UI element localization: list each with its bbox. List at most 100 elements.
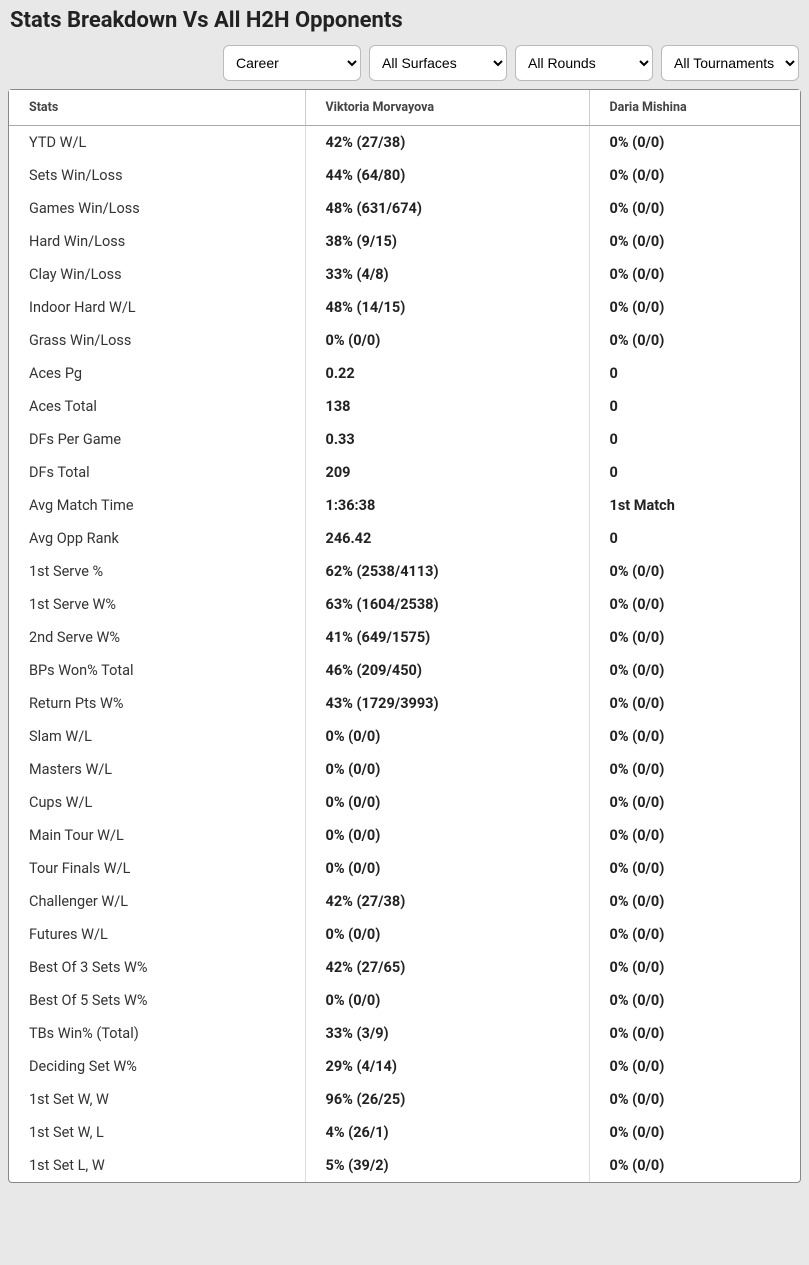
stat-label: DFs Per Game xyxy=(9,423,305,456)
table-row: 1st Set W, W96% (26/25)0% (0/0) xyxy=(9,1083,800,1116)
table-row: Avg Opp Rank246.420 xyxy=(9,522,800,555)
stat-label: Tour Finals W/L xyxy=(9,852,305,885)
player2-value: 0 xyxy=(589,522,800,555)
player2-value: 0% (0/0) xyxy=(589,159,800,192)
player1-value: 46% (209/450) xyxy=(305,654,589,687)
stat-label: Futures W/L xyxy=(9,918,305,951)
player1-value: 44% (64/80) xyxy=(305,159,589,192)
table-row: Futures W/L0% (0/0)0% (0/0) xyxy=(9,918,800,951)
table-row: Avg Match Time1:36:381st Match xyxy=(9,489,800,522)
player1-value: 0% (0/0) xyxy=(305,753,589,786)
player2-value: 0% (0/0) xyxy=(589,918,800,951)
player1-value: 0% (0/0) xyxy=(305,918,589,951)
table-row: Best Of 3 Sets W%42% (27/65)0% (0/0) xyxy=(9,951,800,984)
table-row: Clay Win/Loss33% (4/8)0% (0/0) xyxy=(9,258,800,291)
player1-value: 96% (26/25) xyxy=(305,1083,589,1116)
player1-value: 41% (649/1575) xyxy=(305,621,589,654)
player2-value: 0% (0/0) xyxy=(589,687,800,720)
stat-label: Challenger W/L xyxy=(9,885,305,918)
filter-surfaces[interactable]: All Surfaces xyxy=(369,45,507,81)
player2-value: 0% (0/0) xyxy=(589,720,800,753)
player1-value: 0% (0/0) xyxy=(305,786,589,819)
table-row: Slam W/L0% (0/0)0% (0/0) xyxy=(9,720,800,753)
filter-career[interactable]: Career xyxy=(223,45,361,81)
table-row: DFs Total2090 xyxy=(9,456,800,489)
stat-label: Cups W/L xyxy=(9,786,305,819)
stat-label: 1st Set L, W xyxy=(9,1149,305,1182)
filter-tournaments[interactable]: All Tournaments xyxy=(661,45,799,81)
player2-value: 0 xyxy=(589,390,800,423)
col-header-stats: Stats xyxy=(9,90,305,126)
stats-table: Stats Viktoria Morvayova Daria Mishina Y… xyxy=(9,90,800,1182)
filter-rounds[interactable]: All Rounds xyxy=(515,45,653,81)
player2-value: 0% (0/0) xyxy=(589,192,800,225)
stat-label: 1st Set W, W xyxy=(9,1083,305,1116)
table-row: Hard Win/Loss38% (9/15)0% (0/0) xyxy=(9,225,800,258)
player2-value: 0% (0/0) xyxy=(589,258,800,291)
player2-value: 0% (0/0) xyxy=(589,555,800,588)
player1-value: 0.33 xyxy=(305,423,589,456)
table-row: Grass Win/Loss0% (0/0)0% (0/0) xyxy=(9,324,800,357)
table-row: Tour Finals W/L0% (0/0)0% (0/0) xyxy=(9,852,800,885)
table-row: Aces Pg0.220 xyxy=(9,357,800,390)
player1-value: 43% (1729/3993) xyxy=(305,687,589,720)
stat-label: DFs Total xyxy=(9,456,305,489)
stat-label: Best Of 5 Sets W% xyxy=(9,984,305,1017)
page-title: Stats Breakdown Vs All H2H Opponents xyxy=(8,8,801,33)
stat-label: Hard Win/Loss xyxy=(9,225,305,258)
player2-value: 0% (0/0) xyxy=(589,1017,800,1050)
player1-value: 48% (14/15) xyxy=(305,291,589,324)
stat-label: Best Of 3 Sets W% xyxy=(9,951,305,984)
player2-value: 0 xyxy=(589,456,800,489)
player1-value: 0% (0/0) xyxy=(305,324,589,357)
table-row: Games Win/Loss48% (631/674)0% (0/0) xyxy=(9,192,800,225)
stat-label: Aces Pg xyxy=(9,357,305,390)
player2-value: 0% (0/0) xyxy=(589,654,800,687)
table-row: 2nd Serve W%41% (649/1575)0% (0/0) xyxy=(9,621,800,654)
col-header-player2: Daria Mishina xyxy=(589,90,800,126)
stat-label: Return Pts W% xyxy=(9,687,305,720)
col-header-player1: Viktoria Morvayova xyxy=(305,90,589,126)
stat-label: 2nd Serve W% xyxy=(9,621,305,654)
player2-value: 1st Match xyxy=(589,489,800,522)
player1-value: 38% (9/15) xyxy=(305,225,589,258)
stats-table-wrap: Stats Viktoria Morvayova Daria Mishina Y… xyxy=(8,89,801,1183)
stat-label: 1st Serve W% xyxy=(9,588,305,621)
table-row: Main Tour W/L0% (0/0)0% (0/0) xyxy=(9,819,800,852)
table-row: DFs Per Game0.330 xyxy=(9,423,800,456)
stat-label: Masters W/L xyxy=(9,753,305,786)
player1-value: 33% (3/9) xyxy=(305,1017,589,1050)
player1-value: 138 xyxy=(305,390,589,423)
player2-value: 0% (0/0) xyxy=(589,225,800,258)
table-row: Return Pts W%43% (1729/3993)0% (0/0) xyxy=(9,687,800,720)
player2-value: 0% (0/0) xyxy=(589,126,800,160)
stat-label: Clay Win/Loss xyxy=(9,258,305,291)
stat-label: Games Win/Loss xyxy=(9,192,305,225)
table-row: 1st Serve W%63% (1604/2538)0% (0/0) xyxy=(9,588,800,621)
stat-label: 1st Serve % xyxy=(9,555,305,588)
player2-value: 0% (0/0) xyxy=(589,588,800,621)
stat-label: TBs Win% (Total) xyxy=(9,1017,305,1050)
player1-value: 246.42 xyxy=(305,522,589,555)
player2-value: 0% (0/0) xyxy=(589,1149,800,1182)
stat-label: Deciding Set W% xyxy=(9,1050,305,1083)
player1-value: 209 xyxy=(305,456,589,489)
player2-value: 0% (0/0) xyxy=(589,1050,800,1083)
player2-value: 0 xyxy=(589,357,800,390)
player1-value: 29% (4/14) xyxy=(305,1050,589,1083)
player2-value: 0% (0/0) xyxy=(589,291,800,324)
table-row: YTD W/L42% (27/38)0% (0/0) xyxy=(9,126,800,160)
player2-value: 0% (0/0) xyxy=(589,753,800,786)
player2-value: 0% (0/0) xyxy=(589,852,800,885)
player1-value: 48% (631/674) xyxy=(305,192,589,225)
stat-label: BPs Won% Total xyxy=(9,654,305,687)
table-row: 1st Set W, L4% (26/1)0% (0/0) xyxy=(9,1116,800,1149)
filters-bar: Career All Surfaces All Rounds All Tourn… xyxy=(8,45,801,81)
player1-value: 4% (26/1) xyxy=(305,1116,589,1149)
player2-value: 0% (0/0) xyxy=(589,819,800,852)
player2-value: 0% (0/0) xyxy=(589,951,800,984)
player1-value: 0% (0/0) xyxy=(305,852,589,885)
player2-value: 0% (0/0) xyxy=(589,984,800,1017)
stat-label: Indoor Hard W/L xyxy=(9,291,305,324)
player1-value: 62% (2538/4113) xyxy=(305,555,589,588)
